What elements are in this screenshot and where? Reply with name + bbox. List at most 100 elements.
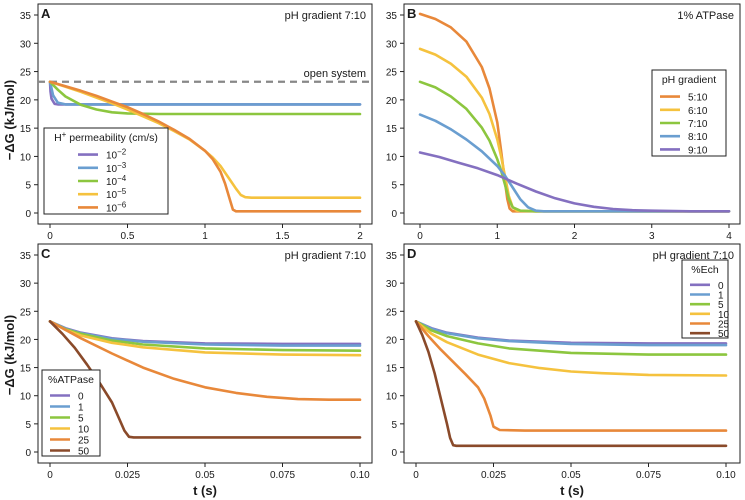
y-tick-label: 0 [25,448,31,459]
y-tick-label: 0 [391,448,397,459]
x-tick-label: 3 [649,231,655,242]
legend-label: 10 [718,310,730,321]
x-tick-label: 0 [47,231,53,242]
legend-label: 0 [718,281,724,292]
y-tick-label: 30 [386,39,398,50]
series-line [414,320,728,347]
panel-title: pH gradient 7:10 [285,10,366,22]
series-line [48,80,362,106]
series-line [418,113,731,213]
x-tick-label: 0 [47,470,53,481]
x-tick-label: 1.5 [276,231,290,242]
y-tick-label: 20 [386,96,398,107]
plot-frame [403,243,741,464]
y-tick-label: 25 [386,307,398,318]
x-tick-label: 0.10 [350,470,370,481]
x-tick-label: 0.075 [270,470,295,481]
legend-label: 10 [78,425,90,436]
x-tick-label: 0 [417,231,423,242]
panel-title: pH gradient 7:10 [653,250,734,262]
series-line [414,320,728,448]
y-tick-label: 30 [20,39,32,50]
legend-label: 50 [78,447,90,458]
x-tick-label: 0.5 [121,231,135,242]
legend-label: 7:10 [688,119,708,130]
panel-letter: D [407,246,416,261]
legend: pH gradient 5:10 6:10 7:10 8:10 9:10 [651,69,727,157]
x-tick-label: 0.025 [115,470,140,481]
legend-label: 9:10 [688,145,708,156]
panel-letter: B [407,6,416,21]
y-tick-label: 0 [391,209,397,220]
legend-label: 25 [78,436,90,447]
x-axis-label-left: t (s) [193,483,217,498]
legend-label: 1 [718,291,724,302]
legend-label: 5 [718,300,724,311]
y-tick-label: 15 [386,124,398,135]
y-tick-label: 35 [20,11,32,22]
y-tick-label: 10 [386,152,398,163]
panel-letter: C [41,246,51,261]
series-line [48,320,362,346]
y-tick-label: 35 [20,251,32,262]
x-tick-label: 0 [413,470,419,481]
legend: H+ permeability (cm/s)10−210−310−410−510… [43,127,169,215]
panel-title: 1% ATPase [677,10,734,22]
y-tick-label: 5 [391,181,397,192]
legend-box [43,127,169,215]
y-axis-label-bottom: −ΔG (kJ/mol) [2,315,17,396]
legend-label: 5 [78,414,84,425]
series-line [48,320,362,401]
series-line [414,320,728,432]
x-tick-label: 2 [357,231,363,242]
x-tick-label: 1 [202,231,208,242]
x-tick-label: 2 [572,231,578,242]
legend-label: 1 [78,403,84,414]
x-tick-label: 0.075 [636,470,661,481]
x-tick-label: 0.025 [481,470,506,481]
legend-label: 5:10 [688,93,708,104]
series-line [414,320,728,356]
legend-label: 50 [718,329,730,340]
legend-title: %ATPase [48,374,94,386]
y-tick-label: 10 [386,392,398,403]
legend-label: 25 [718,320,730,331]
legend-label: 0 [78,392,84,403]
legend-title: %Ech [691,264,719,276]
series-line [48,80,362,116]
y-tick-label: 5 [25,181,31,192]
series-line [418,151,731,213]
y-tick-label: 20 [386,335,398,346]
y-tick-label: 15 [20,124,32,135]
open-system-label: open system [304,68,366,80]
x-tick-label: 1 [494,231,500,242]
panel-title: pH gradient 7:10 [285,250,366,262]
y-tick-label: 0 [25,209,31,220]
y-tick-label: 30 [386,279,398,290]
legend-label: 8:10 [688,132,708,143]
legend-box [41,369,101,457]
y-tick-label: 10 [20,392,32,403]
x-tick-label: 0.10 [716,470,736,481]
y-tick-label: 5 [391,420,397,431]
series-line [414,320,728,377]
series-line [48,80,362,213]
y-tick-label: 20 [20,335,32,346]
legend-box [651,69,727,157]
x-axis-label-right: t (s) [560,483,584,498]
x-tick-label: 0.05 [561,470,581,481]
y-tick-label: 25 [386,68,398,79]
x-tick-label: 4 [726,231,732,242]
y-tick-label: 35 [386,11,398,22]
y-tick-label: 35 [386,251,398,262]
panel-letter: A [41,6,51,21]
x-tick-label: 0.05 [195,470,215,481]
y-axis-label-top: −ΔG (kJ/mol) [2,80,17,161]
legend-title: pH gradient [662,74,716,86]
